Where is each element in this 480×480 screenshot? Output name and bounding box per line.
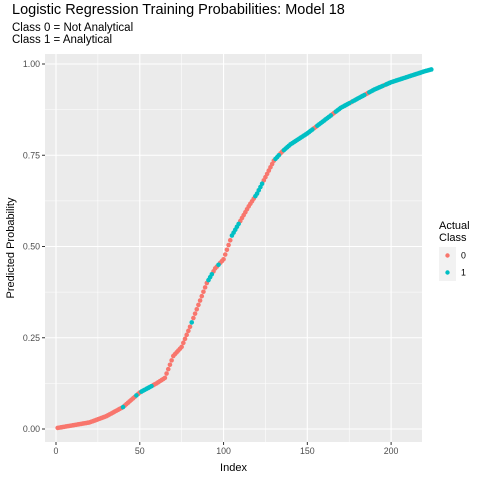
legend-title-line-1: Actual — [439, 220, 470, 232]
point-class-1 — [209, 271, 215, 277]
plot-panel — [45, 54, 422, 442]
point-class-0 — [226, 242, 231, 248]
point-class-0 — [201, 289, 206, 295]
point-class-0 — [191, 315, 196, 321]
y-tick-label: 1.00 — [23, 59, 40, 69]
point-class-0 — [181, 340, 186, 346]
point-class-1 — [346, 100, 352, 106]
chart-subtitle-line-1: Class 0 = Not Analytical — [12, 22, 134, 34]
x-tick-label: 150 — [300, 446, 315, 456]
x-tick-label: 100 — [216, 446, 231, 456]
point-class-0 — [227, 237, 233, 243]
point-class-0 — [197, 298, 203, 303]
point-class-1 — [328, 113, 334, 118]
point-class-1 — [120, 404, 126, 410]
point-class-0 — [194, 306, 200, 312]
point-class-1 — [276, 152, 282, 158]
point-class-0 — [167, 362, 173, 368]
point-class-0 — [186, 328, 191, 334]
point-class-1 — [259, 181, 265, 187]
legend-marker-1 — [445, 270, 450, 275]
chart-title: Logistic Regression Training Probabiliti… — [12, 2, 345, 18]
point-class-0 — [187, 324, 193, 330]
y-tick-label: 0.75 — [23, 150, 40, 160]
point-class-0 — [164, 371, 169, 376]
point-class-0 — [184, 332, 189, 338]
y-tick-label: 0.25 — [23, 333, 40, 343]
gridlines — [45, 54, 422, 442]
point-class-0 — [199, 293, 205, 299]
point-class-1 — [189, 320, 195, 325]
point-class-0 — [182, 336, 188, 342]
y-axis: 0.00 0.25 0.50 0.75 1.00 — [23, 59, 45, 434]
chart-subtitle-line-2: Class 1 = Analytical — [12, 34, 113, 46]
x-tick-label: 200 — [384, 446, 399, 456]
x-axis: 0 50 100 150 200 — [54, 442, 399, 456]
point-class-1 — [429, 67, 434, 72]
point-class-1 — [362, 92, 367, 98]
point-class-1 — [149, 383, 154, 389]
legend-marker-0 — [445, 253, 450, 258]
point-class-0 — [162, 375, 168, 381]
legend: Actual Class 0 1 — [439, 220, 470, 281]
y-tick-label: 0.00 — [23, 424, 40, 434]
point-class-0 — [221, 256, 226, 262]
point-class-0 — [202, 285, 208, 290]
legend-label-0: 0 — [461, 251, 466, 261]
point-class-1 — [236, 221, 241, 227]
point-class-0 — [196, 302, 201, 308]
x-axis-title: Index — [220, 462, 247, 474]
x-tick-label: 0 — [54, 446, 59, 456]
data-points — [55, 67, 434, 431]
point-class-1 — [134, 393, 139, 398]
point-class-0 — [222, 252, 228, 257]
y-tick-label: 0.50 — [23, 242, 40, 252]
point-class-0 — [165, 366, 171, 372]
point-class-0 — [169, 358, 174, 363]
x-tick-label: 50 — [135, 446, 145, 456]
y-axis-title: Predicted Probability — [5, 197, 17, 298]
point-class-1 — [310, 127, 315, 132]
point-class-0 — [179, 344, 184, 350]
point-class-0 — [192, 311, 198, 316]
legend-label-1: 1 — [461, 268, 466, 278]
point-class-0 — [224, 247, 230, 253]
legend-title-line-2: Class — [439, 232, 467, 244]
point-class-1 — [216, 262, 221, 268]
